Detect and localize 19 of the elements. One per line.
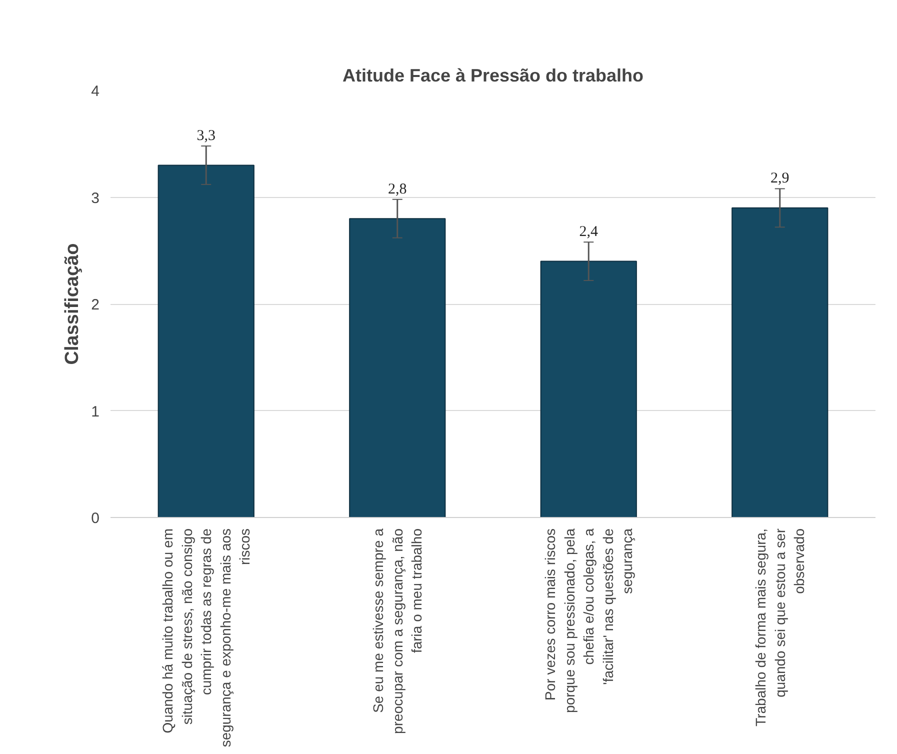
data-label: 2,8 [388,181,407,198]
data-label: 2,4 [579,224,598,240]
y-axis-title: Classificação [62,243,84,365]
y-tick-label: 2 [91,296,100,314]
y-tick-label: 4 [91,83,100,100]
x-tick-label: Quando há muito trabalho ou em situação de stress, não consigo cumprir todas as regras de segurança e exponho-me mais aos riscos [160,528,253,748]
x-tick-label: Trabalho de forma mais segura, quando sei que estou a ser observado [752,528,808,726]
data-label: 2,9 [770,170,790,187]
data-label: 3,3 [196,128,216,144]
x-tick-label: Se eu me estivesse sempre a preocupar com a segurança, não faria o meu trabalho [370,528,425,734]
x-tick-label: Por vezes corro mais riscos porque sou pressionado, pela chefia e/ou colegas, a 'facilitar' nas questões de segurança [542,528,636,713]
bar [158,164,254,518]
y-tick-label: 1 [91,403,100,420]
bar [540,260,637,518]
y-tick-label: 0 [91,510,100,527]
chart-title: Atitude Face à Pressão do trabalho [342,66,644,86]
bar [732,207,828,518]
y-tick-label: 3 [91,190,100,207]
bar [349,218,446,518]
